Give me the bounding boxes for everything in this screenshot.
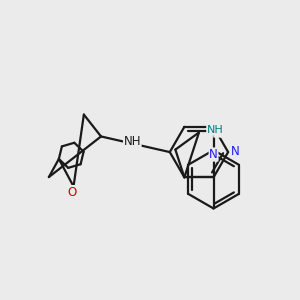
- Text: N: N: [231, 145, 239, 158]
- Text: NH: NH: [207, 125, 224, 135]
- Text: O: O: [68, 186, 76, 199]
- Text: NH: NH: [124, 135, 141, 148]
- Text: N: N: [209, 148, 218, 161]
- Text: N: N: [214, 124, 223, 137]
